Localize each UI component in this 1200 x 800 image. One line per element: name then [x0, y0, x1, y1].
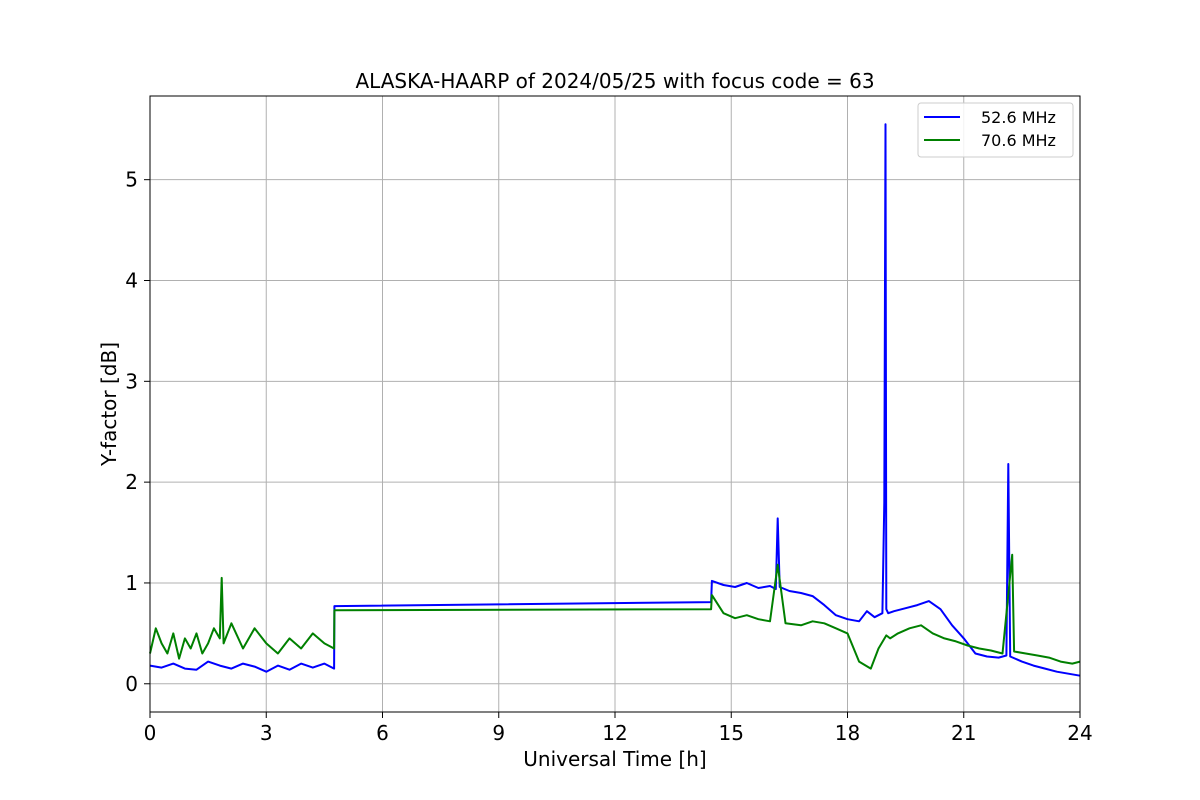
grid	[149, 96, 1081, 712]
y-tick-label: 5	[125, 168, 138, 192]
x-tick-label: 24	[1067, 721, 1092, 745]
x-axis-label: Universal Time [h]	[523, 747, 706, 771]
series-line-52-6-mhz	[149, 123, 1081, 677]
y-tick-label: 3	[125, 369, 138, 393]
x-tick-label: 18	[835, 721, 860, 745]
y-axis-label: Y-factor [dB]	[97, 342, 121, 467]
y-ticks: 0 1 2 3 4 5	[125, 168, 150, 696]
x-tick-label: 3	[260, 721, 273, 745]
x-ticks: 0 3 6 9 12 15 18 21 24	[144, 712, 1093, 745]
series-line-70-6-mhz	[149, 553, 1081, 670]
x-tick-label: 15	[719, 721, 744, 745]
legend-label-70-6: 70.6 MHz	[981, 131, 1056, 150]
x-tick-label: 9	[492, 721, 505, 745]
legend-label-52-6: 52.6 MHz	[981, 108, 1056, 127]
x-tick-label: 0	[144, 721, 157, 745]
y-tick-label: 4	[125, 268, 138, 292]
y-tick-label: 0	[125, 672, 138, 696]
legend: 52.6 MHz 70.6 MHz	[917, 102, 1074, 158]
y-tick-label: 2	[125, 470, 138, 494]
x-tick-label: 12	[602, 721, 627, 745]
chart-title: ALASKA-HAARP of 2024/05/25 with focus co…	[355, 69, 874, 93]
y-tick-label: 1	[125, 571, 138, 595]
x-tick-label: 21	[951, 721, 976, 745]
x-tick-label: 6	[376, 721, 389, 745]
series-group	[149, 123, 1081, 677]
